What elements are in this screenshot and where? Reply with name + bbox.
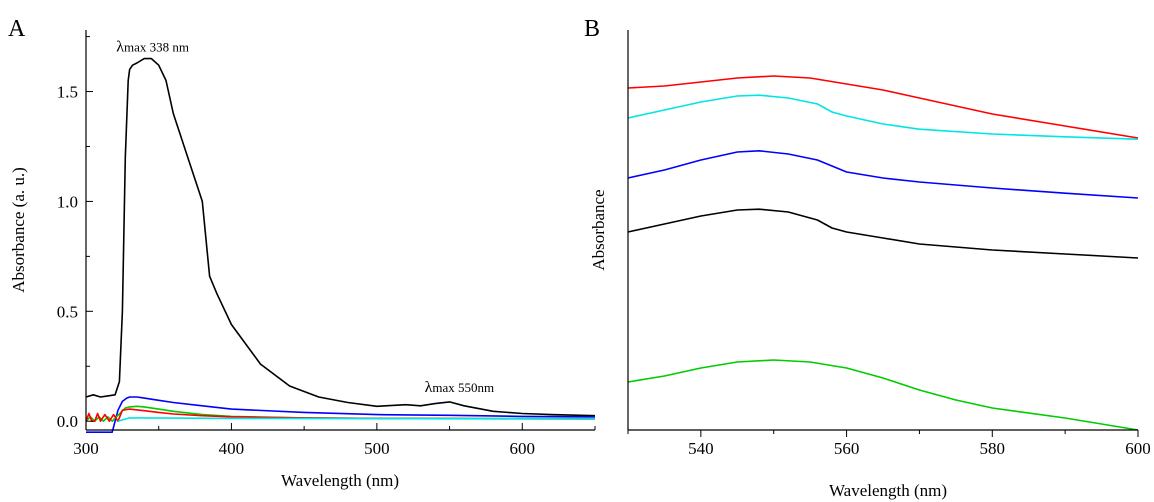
lambda-symbol: λ xyxy=(116,39,124,56)
panel-b-series-4 xyxy=(627,359,1139,431)
y-tick-label: 0.5 xyxy=(57,302,78,321)
y-tick-label: 1.0 xyxy=(57,192,78,211)
annotation-text: max 338 nm xyxy=(124,40,189,55)
panel-b-letter: B xyxy=(584,16,600,42)
x-tick-label: 300 xyxy=(73,439,99,458)
panel-a-ticks: 300 400 500 600 0.0 0.5 1.0 1.5 xyxy=(57,36,596,458)
x-tick-label: 400 xyxy=(219,439,245,458)
panel-b-ticks: 540 560 580 600 xyxy=(627,430,1151,458)
y-tick-label: 1.5 xyxy=(57,83,78,102)
panel-a-series-4 xyxy=(117,417,596,422)
x-tick-label: 560 xyxy=(834,439,860,458)
panel-b-x-axis-title: Wavelength (nm) xyxy=(829,481,947,500)
x-tick-label: 580 xyxy=(980,439,1006,458)
x-tick-label: 600 xyxy=(1125,439,1151,458)
annotation-text: max 550nm xyxy=(432,380,494,395)
panel-b-series-3 xyxy=(627,208,1139,259)
y-tick-label: 0.0 xyxy=(57,412,78,431)
panel-b-series-0 xyxy=(627,75,1139,139)
panel-a-series xyxy=(85,57,596,433)
lambda-symbol: λ xyxy=(425,379,433,396)
panel-a-y-axis-title: Absorbance (a. u.) xyxy=(9,167,28,293)
x-tick-label: 600 xyxy=(510,439,536,458)
x-tick-label: 500 xyxy=(364,439,390,458)
x-tick-label: 540 xyxy=(688,439,714,458)
panel-b-series xyxy=(627,75,1139,431)
panel-a-series-0 xyxy=(85,57,596,417)
panel-b-series-2 xyxy=(627,150,1139,199)
lambda-max-annotation: λmax 550nm xyxy=(425,379,495,396)
lambda-max-annotation: λmax 338 nm xyxy=(116,39,189,56)
panel-b: B 540 560 580 600 Wavelength (nm) Absorbanc… xyxy=(584,16,1151,500)
panel-a-x-axis-title: Wavelength (nm) xyxy=(281,471,399,490)
panel-b-series-1 xyxy=(627,94,1139,140)
panel-a-series-1 xyxy=(86,396,596,433)
panel-a-letter: A xyxy=(8,16,26,42)
panel-b-y-axis-title: Absorbance xyxy=(589,189,608,270)
